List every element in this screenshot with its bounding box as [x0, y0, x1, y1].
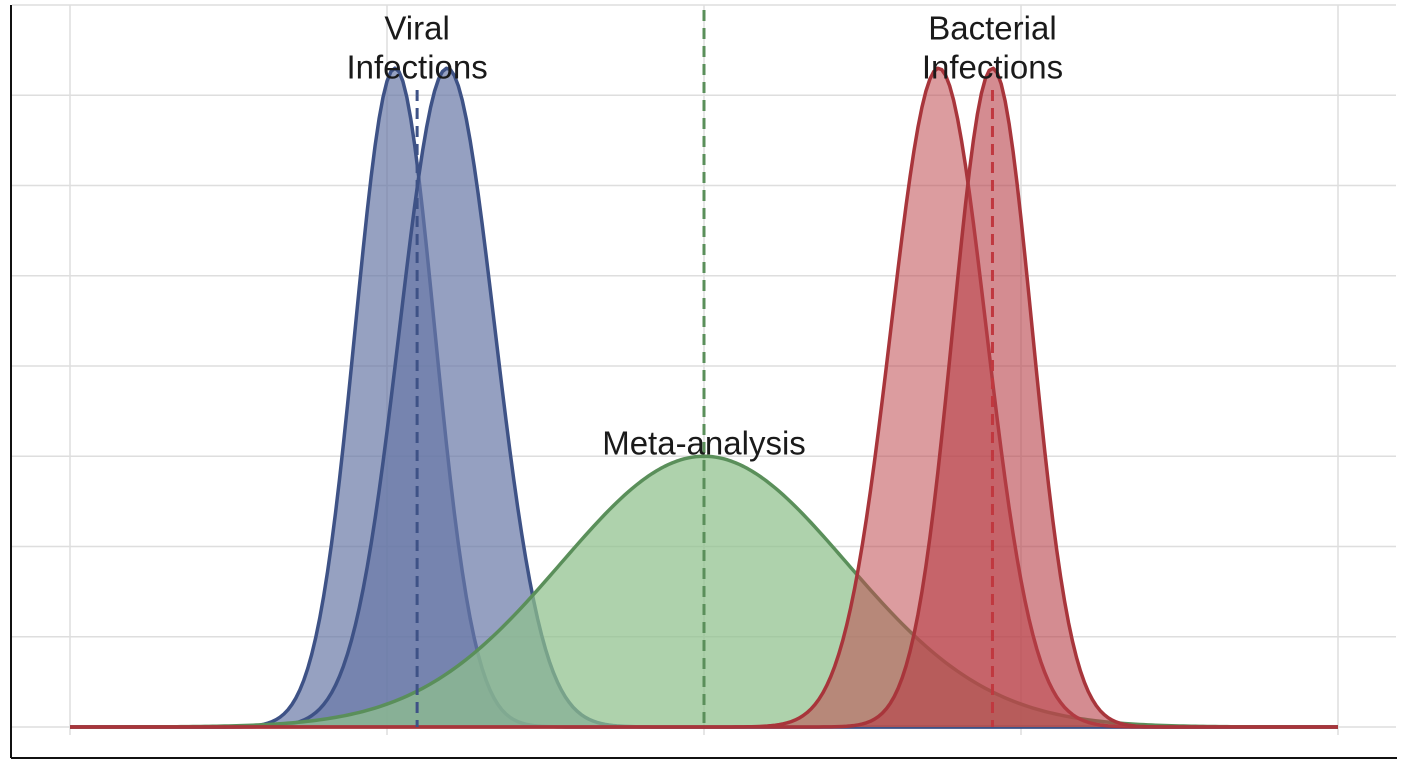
viral-label-line: Infections — [346, 49, 487, 86]
bacterial-label: Bacterial Infections — [922, 10, 1063, 86]
meta-label-line: Meta-analysis — [602, 425, 806, 462]
bacterial-label-line: Bacterial — [928, 10, 1056, 47]
reference-lines — [415, 10, 994, 727]
viral-label-line: Viral — [384, 10, 449, 47]
viral-label: Viral Infections — [346, 10, 487, 86]
meta-label: Meta-analysis — [602, 425, 806, 462]
density-line-bacterial — [70, 66, 1338, 729]
bacterial-label-line: Infections — [922, 49, 1063, 86]
density-area-viral — [70, 68, 1338, 727]
